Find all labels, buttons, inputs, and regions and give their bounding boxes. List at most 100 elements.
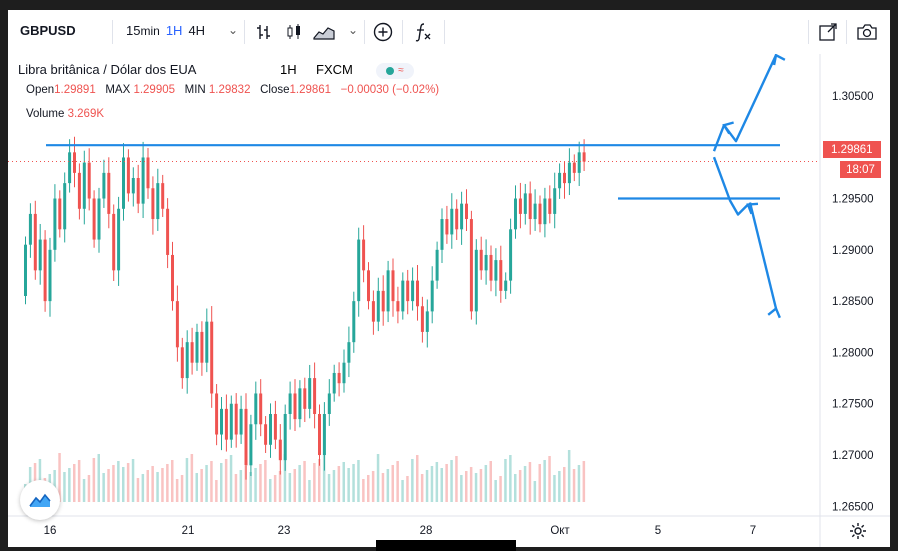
candle-body: [63, 183, 67, 230]
area-style-icon[interactable]: [312, 20, 336, 44]
volume-bar: [220, 463, 223, 502]
candle-body: [73, 152, 76, 173]
candle-body: [425, 311, 429, 332]
volume-bar: [450, 460, 453, 502]
volume-bar: [229, 455, 233, 502]
fullscreen-icon[interactable]: [816, 20, 840, 44]
bar-style-icon[interactable]: [252, 20, 276, 44]
interval-dropdown-icon[interactable]: ⌄: [228, 23, 239, 37]
candle-body: [68, 152, 72, 184]
volume-bar: [131, 459, 135, 502]
camera-icon[interactable]: [855, 20, 879, 44]
candle-body: [229, 403, 233, 440]
candle-body: [567, 162, 571, 184]
candle-body: [460, 203, 464, 230]
y-tick-label: 1.29000: [832, 245, 874, 257]
candle-body: [479, 249, 483, 271]
candle-body: [420, 306, 424, 332]
x-tick-label: 16: [44, 525, 57, 537]
candles-style-icon[interactable]: [282, 20, 306, 44]
interval-15min-button[interactable]: 15min: [126, 23, 160, 38]
candle-body: [474, 249, 478, 312]
volume-bar: [504, 459, 507, 502]
volume-bar: [396, 461, 399, 502]
volume-bar: [494, 480, 497, 502]
price-chart[interactable]: 1.305001.300001.295001.290001.285001.280…: [8, 54, 890, 547]
volume-label: Volume: [26, 108, 65, 120]
candle-body: [362, 239, 366, 271]
volume-bar: [558, 471, 561, 502]
volume-bar: [264, 460, 267, 502]
candle-body: [308, 378, 312, 409]
candle-body: [102, 172, 106, 199]
candle-body: [543, 198, 547, 225]
volume-bar: [278, 471, 282, 502]
volume-bar: [425, 470, 429, 502]
function-icon[interactable]: [411, 20, 435, 44]
close-label: Close: [260, 84, 290, 96]
arrow-head: [746, 202, 759, 215]
toolbar-divider: [444, 20, 445, 44]
interval-group: 15min 1H 4H: [126, 23, 205, 38]
volume-bar: [469, 467, 473, 502]
volume-bar: [293, 469, 296, 502]
volume-bar: [63, 472, 66, 502]
candle-body: [313, 378, 317, 414]
chart-type-dropdown-icon[interactable]: ⌄: [348, 23, 359, 37]
volume-bar: [161, 468, 164, 502]
toolbar-divider: [402, 20, 403, 44]
candle-body: [215, 393, 219, 435]
candle-body: [126, 157, 130, 194]
add-indicator-icon[interactable]: [371, 20, 395, 44]
interval-1h-button[interactable]: 1H: [165, 23, 183, 38]
candle-body: [430, 280, 434, 312]
volume-bar: [567, 450, 571, 502]
candle-body: [175, 301, 179, 348]
x-tick-label: 7: [750, 525, 756, 537]
volume-bar: [254, 468, 257, 502]
candle-body: [224, 408, 228, 440]
candle-body: [117, 208, 121, 271]
change-value: −0.00030 (−0.02%): [340, 84, 440, 96]
market-status-badge[interactable]: ≈: [376, 63, 414, 79]
tradingview-logo-icon[interactable]: [20, 480, 60, 520]
volume-bar: [352, 464, 355, 502]
candle-body: [411, 280, 415, 302]
symbol-label[interactable]: GBPUSD: [20, 23, 76, 38]
candle-body: [48, 249, 52, 302]
settings-gear-icon[interactable]: [848, 521, 868, 541]
volume-bar: [327, 474, 331, 502]
candle-body: [254, 393, 258, 425]
volume-bar: [518, 470, 522, 502]
x-tick-label: 21: [182, 525, 195, 537]
candle-body: [406, 280, 410, 302]
volume-bar: [73, 464, 76, 502]
volume-bar: [416, 455, 419, 502]
candle-body: [156, 183, 160, 220]
candle-body: [146, 157, 150, 189]
candle-body: [161, 183, 165, 209]
volume-bar: [273, 475, 277, 502]
last-price-tag: 1.29861: [823, 141, 881, 158]
volume-bar: [200, 469, 203, 502]
candle-body: [582, 152, 586, 162]
volume-bar: [528, 462, 532, 502]
candle-body: [298, 388, 302, 420]
interval-4h-button[interactable]: 4H: [188, 23, 206, 38]
volume-bar: [548, 456, 551, 502]
volume-bar: [151, 466, 154, 502]
candle-body: [288, 393, 292, 414]
ohlc-row: Open1.29891 MAX 1.29905 MIN 1.29832 Clos…: [26, 84, 439, 96]
y-tick-label: 1.26500: [832, 501, 874, 513]
toolbar-divider: [244, 20, 245, 44]
volume-bar: [499, 476, 502, 502]
candle-body: [376, 290, 380, 322]
volume-bar: [308, 480, 311, 502]
min-value: 1.29832: [208, 84, 251, 96]
volume-bar: [171, 460, 174, 502]
candle-body: [220, 408, 223, 435]
candle-body: [97, 198, 101, 240]
candle-body: [553, 188, 557, 214]
candle-body: [58, 198, 62, 230]
chart-background: [8, 54, 890, 547]
